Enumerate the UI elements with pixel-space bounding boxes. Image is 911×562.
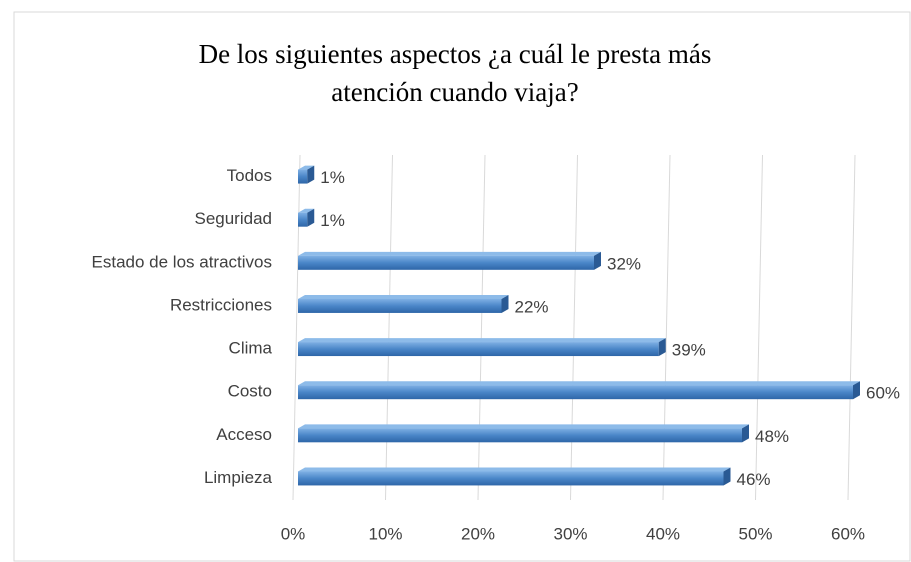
y-tick-label: Acceso [216, 425, 272, 444]
y-tick-label: Restricciones [170, 295, 272, 314]
data-label: 48% [755, 427, 789, 446]
y-tick-label: Costo [228, 382, 272, 401]
chart-title: atención cuando viaja? [331, 77, 578, 107]
x-tick-label: 30% [553, 524, 587, 543]
x-tick-label: 40% [646, 524, 680, 543]
bar [298, 208, 315, 227]
grid-line [292, 154, 301, 501]
data-label: 46% [737, 470, 771, 489]
x-tick-label: 0% [281, 524, 306, 543]
bar [298, 165, 315, 184]
chart-title: De los siguientes aspectos ¿a cuál le pr… [199, 39, 712, 69]
grid-line [662, 154, 671, 501]
bar [298, 467, 731, 486]
y-tick-label: Todos [227, 166, 272, 185]
data-label: 1% [320, 168, 345, 187]
grid-line [477, 154, 486, 501]
bar [298, 294, 509, 313]
chart-border [13, 11, 911, 562]
bar [298, 251, 601, 270]
y-tick-label: Seguridad [194, 209, 272, 228]
x-tick-label: 10% [368, 524, 402, 543]
data-label: 39% [672, 341, 706, 360]
data-label: 1% [320, 211, 345, 230]
bar [298, 338, 666, 357]
y-tick-label: Limpieza [204, 468, 273, 487]
bar [298, 381, 860, 400]
grid-line [755, 154, 763, 501]
data-label: 32% [607, 254, 641, 273]
y-tick-label: Clima [229, 339, 273, 358]
grid-line [847, 154, 856, 501]
data-label: 60% [866, 384, 900, 403]
grid-line [385, 154, 393, 501]
x-tick-label: 60% [831, 524, 865, 543]
bar [298, 424, 749, 443]
grid-line [570, 154, 578, 501]
data-label: 22% [515, 297, 549, 316]
y-tick-label: Estado de los atractivos [92, 252, 272, 271]
x-tick-label: 20% [461, 524, 495, 543]
x-tick-label: 50% [738, 524, 772, 543]
